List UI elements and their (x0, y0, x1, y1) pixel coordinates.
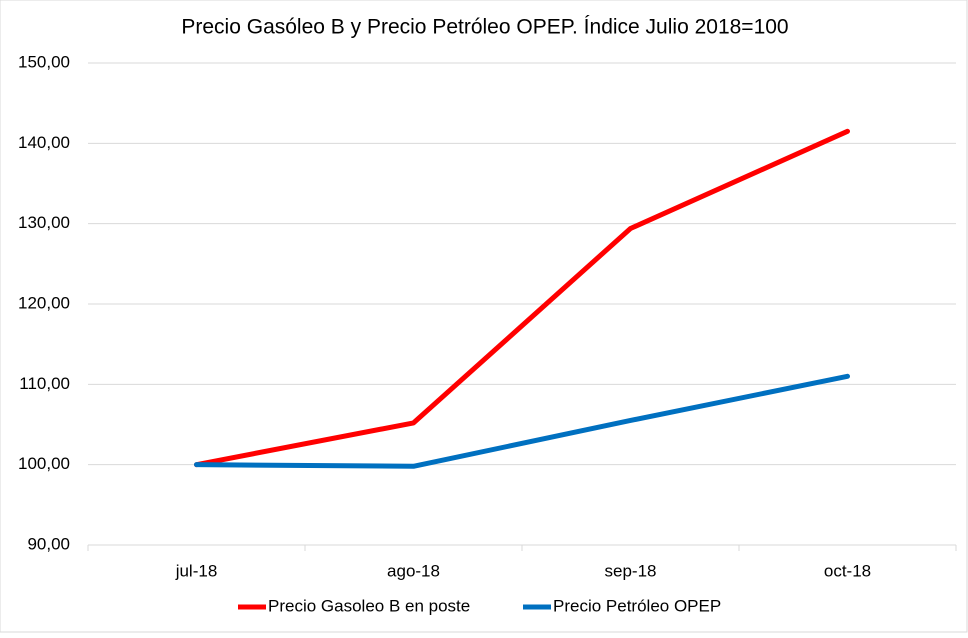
chart-title: Precio Gasóleo B y Precio Petróleo OPEP.… (181, 16, 788, 39)
x-tick-label: jul-18 (175, 561, 218, 580)
y-tick-label: 100,00 (18, 454, 70, 473)
y-tick-label: 140,00 (18, 133, 70, 152)
y-tick-label: 110,00 (19, 374, 70, 393)
legend-label: Precio Petróleo OPEP (553, 596, 721, 615)
legend-label: Precio Gasoleo B en poste (268, 596, 470, 615)
y-tick-label: 130,00 (18, 213, 70, 232)
x-tick-label: ago-18 (387, 561, 440, 580)
x-tick-label: oct-18 (824, 561, 871, 580)
x-tick-label: sep-18 (605, 561, 657, 580)
y-tick-label: 150,00 (18, 52, 70, 71)
series-line (194, 373, 850, 469)
y-tick-label: 120,00 (18, 293, 70, 312)
y-tick-label: 90,00 (27, 534, 70, 553)
series-line (194, 128, 850, 468)
